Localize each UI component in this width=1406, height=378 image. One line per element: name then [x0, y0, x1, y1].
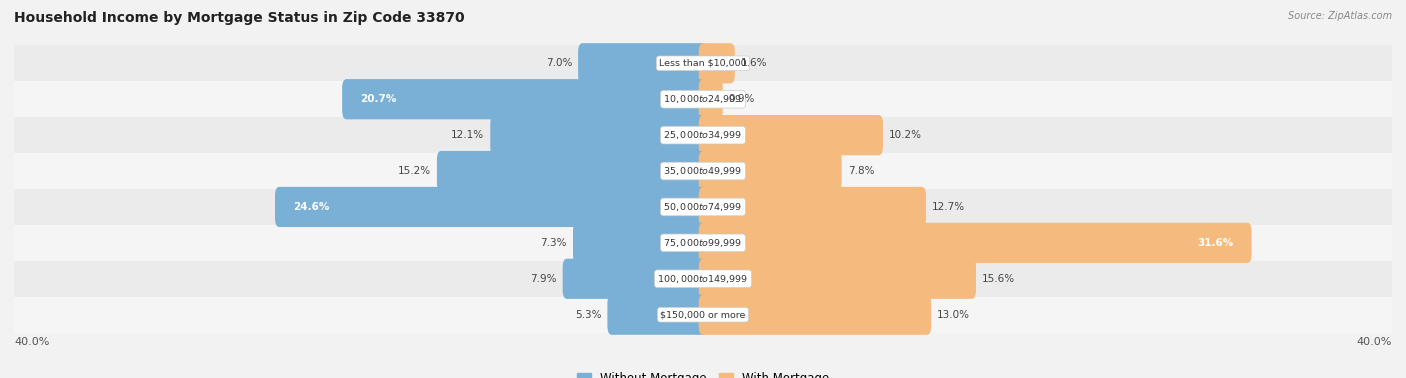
Text: 40.0%: 40.0%	[14, 337, 49, 347]
FancyBboxPatch shape	[14, 81, 1392, 117]
Text: Household Income by Mortgage Status in Zip Code 33870: Household Income by Mortgage Status in Z…	[14, 11, 465, 25]
Text: 40.0%: 40.0%	[1357, 337, 1392, 347]
Text: 7.0%: 7.0%	[546, 58, 572, 68]
FancyBboxPatch shape	[14, 45, 1392, 81]
FancyBboxPatch shape	[578, 43, 707, 84]
Text: 7.3%: 7.3%	[540, 238, 567, 248]
Text: $100,000 to $149,999: $100,000 to $149,999	[658, 273, 748, 285]
Text: 13.0%: 13.0%	[938, 310, 970, 320]
FancyBboxPatch shape	[562, 259, 707, 299]
FancyBboxPatch shape	[14, 153, 1392, 189]
FancyBboxPatch shape	[14, 297, 1392, 333]
FancyBboxPatch shape	[699, 79, 723, 119]
FancyBboxPatch shape	[14, 261, 1392, 297]
Text: Less than $10,000: Less than $10,000	[659, 59, 747, 68]
Text: 12.1%: 12.1%	[451, 130, 484, 140]
Text: 12.7%: 12.7%	[932, 202, 965, 212]
Legend: Without Mortgage, With Mortgage: Without Mortgage, With Mortgage	[572, 367, 834, 378]
FancyBboxPatch shape	[607, 294, 707, 335]
Text: $25,000 to $34,999: $25,000 to $34,999	[664, 129, 742, 141]
FancyBboxPatch shape	[699, 223, 1251, 263]
Text: 15.2%: 15.2%	[398, 166, 430, 176]
FancyBboxPatch shape	[699, 43, 735, 84]
Text: 31.6%: 31.6%	[1198, 238, 1233, 248]
Text: 7.9%: 7.9%	[530, 274, 557, 284]
Text: 24.6%: 24.6%	[292, 202, 329, 212]
Text: $10,000 to $24,999: $10,000 to $24,999	[664, 93, 742, 105]
Text: 5.3%: 5.3%	[575, 310, 602, 320]
Text: 10.2%: 10.2%	[889, 130, 922, 140]
Text: 15.6%: 15.6%	[981, 274, 1015, 284]
FancyBboxPatch shape	[342, 79, 707, 119]
Text: Source: ZipAtlas.com: Source: ZipAtlas.com	[1288, 11, 1392, 21]
Text: 1.6%: 1.6%	[741, 58, 768, 68]
FancyBboxPatch shape	[276, 187, 707, 227]
FancyBboxPatch shape	[699, 151, 842, 191]
Text: $50,000 to $74,999: $50,000 to $74,999	[664, 201, 742, 213]
FancyBboxPatch shape	[437, 151, 707, 191]
FancyBboxPatch shape	[699, 259, 976, 299]
FancyBboxPatch shape	[14, 225, 1392, 261]
FancyBboxPatch shape	[699, 294, 931, 335]
Text: $150,000 or more: $150,000 or more	[661, 310, 745, 319]
FancyBboxPatch shape	[699, 115, 883, 155]
Text: 0.9%: 0.9%	[728, 94, 755, 104]
Text: $75,000 to $99,999: $75,000 to $99,999	[664, 237, 742, 249]
FancyBboxPatch shape	[491, 115, 707, 155]
FancyBboxPatch shape	[14, 117, 1392, 153]
Text: 20.7%: 20.7%	[360, 94, 396, 104]
FancyBboxPatch shape	[699, 187, 927, 227]
Text: 7.8%: 7.8%	[848, 166, 875, 176]
Text: $35,000 to $49,999: $35,000 to $49,999	[664, 165, 742, 177]
FancyBboxPatch shape	[14, 189, 1392, 225]
FancyBboxPatch shape	[574, 223, 707, 263]
